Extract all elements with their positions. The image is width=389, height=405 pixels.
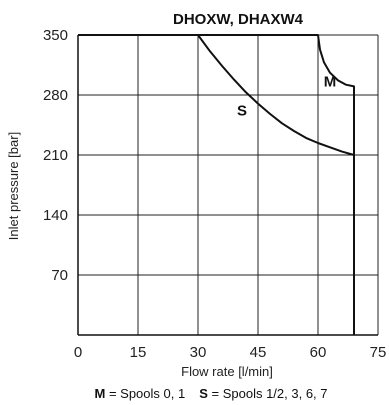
- chart-title: DHOXW, DHAXW4: [173, 11, 304, 28]
- x-tick-label: 30: [190, 344, 207, 361]
- y-tick-labels: 70 140 210 280 350: [43, 27, 68, 284]
- y-tick-label: 140: [43, 207, 68, 224]
- x-tick-label: 0: [74, 344, 82, 361]
- x-axis-label: Flow rate [l/min]: [181, 364, 273, 379]
- series-line-m: [78, 34, 355, 335]
- series-lines: [78, 34, 355, 335]
- series-label-s: S: [237, 102, 247, 119]
- grid: [77, 34, 379, 336]
- y-tick-label: 350: [43, 27, 68, 44]
- legend-s-key: S: [199, 386, 208, 401]
- x-tick-label: 45: [250, 344, 267, 361]
- y-axis-label: Inlet pressure [bar]: [6, 132, 21, 240]
- y-tick-label: 280: [43, 87, 68, 104]
- legend-caption: M = Spools 0, 1 S = Spools 1/2, 3, 6, 7: [95, 386, 328, 401]
- y-tick-label: 210: [43, 147, 68, 164]
- x-tick-label: 75: [370, 344, 387, 361]
- x-tick-labels: 0 15 30 45 60 75: [74, 344, 387, 361]
- legend-s-text: = Spools 1/2, 3, 6, 7: [208, 386, 328, 401]
- series-labels: SM: [237, 73, 336, 119]
- series-line-s: [78, 34, 355, 335]
- y-tick-label: 70: [51, 267, 68, 284]
- legend-m-text: = Spools 0, 1: [105, 386, 185, 401]
- series-label-m: M: [324, 73, 337, 90]
- x-tick-label: 60: [310, 344, 327, 361]
- x-tick-label: 15: [130, 344, 147, 361]
- legend-m-key: M: [95, 386, 106, 401]
